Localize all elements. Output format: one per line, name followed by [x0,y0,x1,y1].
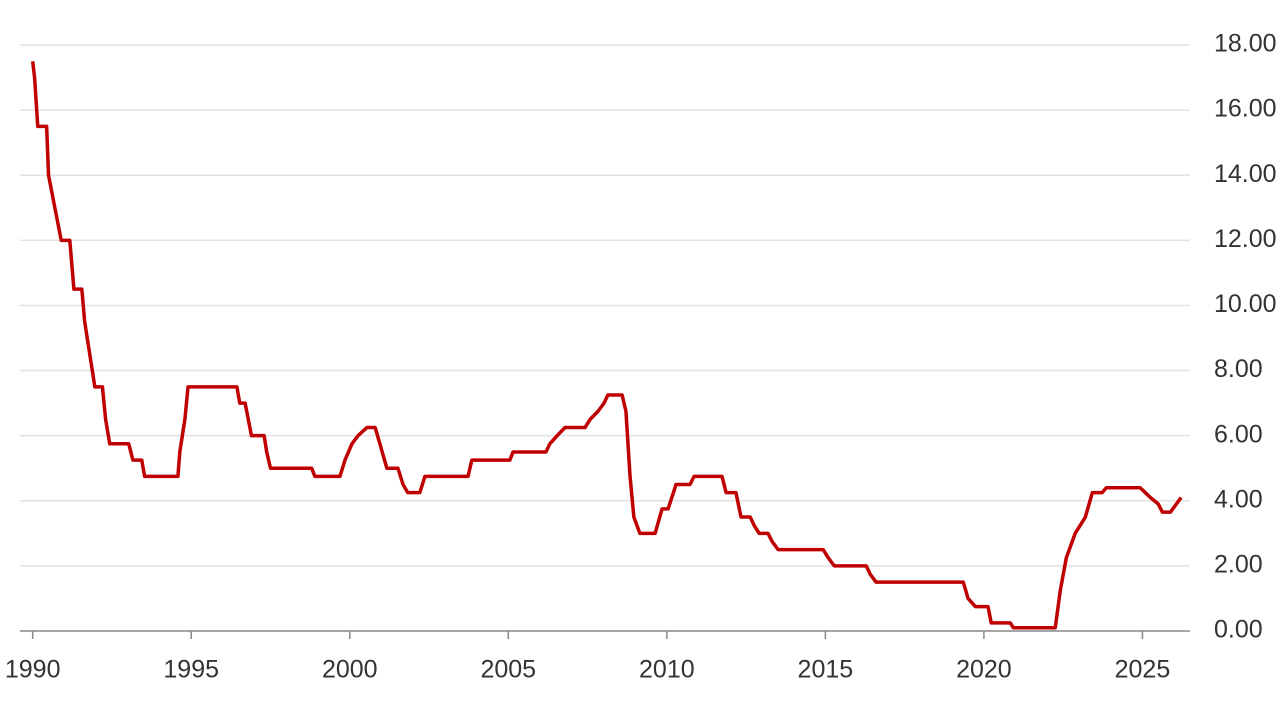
y-tick-label: 6.00 [1214,420,1263,448]
x-tick-label: 2010 [639,656,695,684]
y-tick-label: 12.00 [1214,225,1277,253]
x-tick-label: 2015 [798,656,854,684]
y-tick-label: 2.00 [1214,550,1263,578]
y-tick-label: 18.00 [1214,30,1277,58]
y-tick-label: 4.00 [1214,485,1263,513]
y-tick-label: 10.00 [1214,290,1277,318]
x-tick-label: 2020 [956,656,1012,684]
y-tick-label: 16.00 [1214,95,1277,123]
rate-line [30,61,1183,630]
x-tick-label: 2000 [322,656,378,684]
y-tick-label: 0.00 [1214,616,1263,644]
x-tick-label: 2025 [1115,656,1171,684]
y-tick-label: 14.00 [1214,160,1277,188]
x-tick-label: 1995 [163,656,219,684]
y-tick-label: 8.00 [1214,355,1263,383]
x-tick-label: 1990 [5,656,61,684]
x-tick-label: 2005 [480,656,536,684]
